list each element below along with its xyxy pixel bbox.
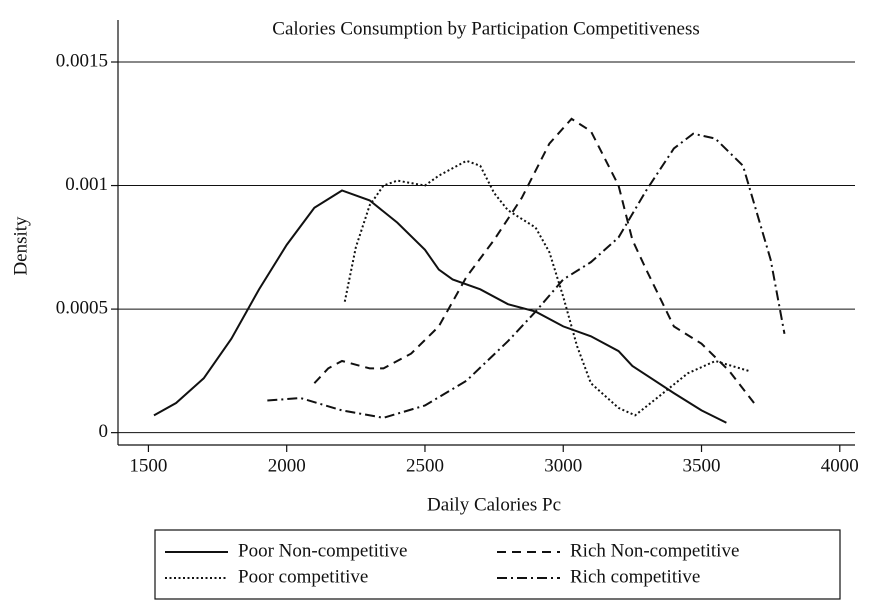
y-tick-label: 0.0005: [56, 297, 108, 318]
y-tick-label: 0: [99, 421, 109, 442]
series-line: [267, 132, 786, 419]
legend-label: Poor Non-competitive: [238, 540, 407, 561]
x-tick-label: 2500: [406, 455, 444, 476]
y-axis-label: Density: [10, 216, 31, 276]
legend-label: Rich Non-competitive: [570, 540, 739, 561]
y-tick-label: 0.001: [65, 174, 108, 195]
legend-label: Poor competitive: [238, 566, 368, 587]
x-tick-label: 2000: [268, 455, 306, 476]
x-axis-label: Daily Calories Pc: [427, 494, 561, 515]
series-line: [343, 159, 749, 417]
series-line: [153, 189, 727, 424]
y-tick-label: 0.0015: [56, 50, 108, 71]
x-tick-label: 1500: [129, 455, 167, 476]
legend-box: [154, 529, 841, 600]
series-line: [313, 117, 755, 404]
x-tick-label: 4000: [821, 455, 859, 476]
chart-title: Calories Consumption by Participation Co…: [272, 18, 699, 39]
legend-label: Rich competitive: [570, 566, 700, 587]
x-tick-label: 3000: [544, 455, 582, 476]
x-tick-label: 3500: [683, 455, 721, 476]
